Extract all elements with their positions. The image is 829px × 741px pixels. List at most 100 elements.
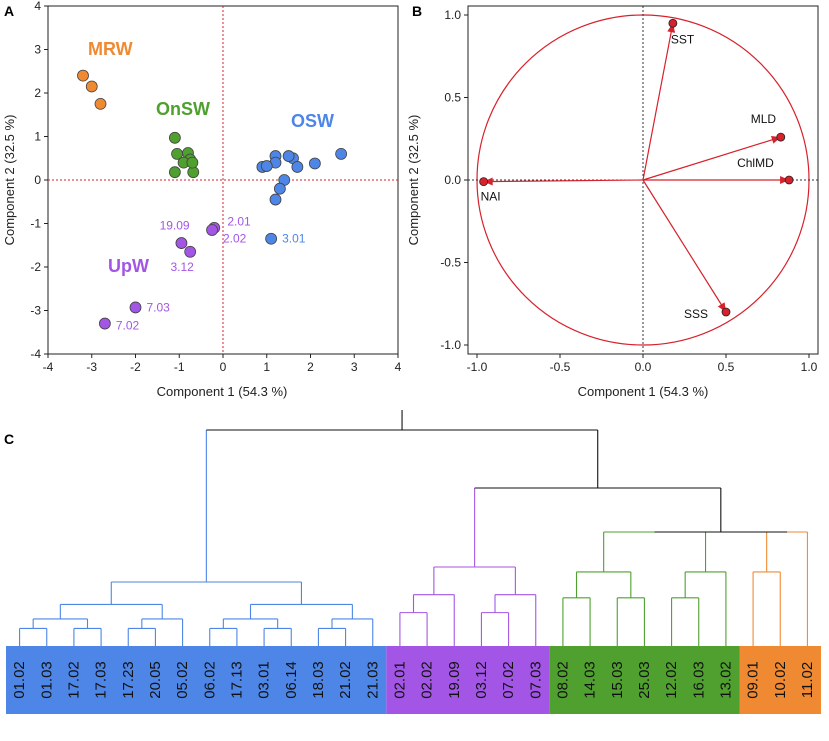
- arrowhead-chlmd: [780, 176, 790, 184]
- panel-a-point-labels: 2.01 19.09 2.02 3.12 7.03 7.02 3.01: [116, 214, 306, 332]
- leaf-label: 17.02: [65, 661, 82, 699]
- point-label: 7.03: [146, 300, 170, 314]
- point-label: 3.12: [171, 260, 195, 274]
- y-tick-label: 1: [34, 130, 41, 144]
- point-label: 3.01: [282, 232, 306, 246]
- leaf-label: 07.02: [500, 661, 517, 699]
- cluster-box-osw: [6, 646, 387, 714]
- panel-a-points: [77, 69, 348, 330]
- loading-vector-sst: [642, 23, 674, 181]
- panel-a-ylabel: Component 2 (32.5 %): [2, 115, 17, 246]
- data-point-upw: [98, 317, 111, 330]
- y-tick-label: 1.0: [444, 8, 461, 22]
- panel-b-vectors: SST MLD ChlMD NAI SSS: [479, 18, 794, 321]
- panel-a-label: A: [4, 3, 14, 19]
- y-tick-label: -4: [30, 347, 41, 361]
- leaf-label: 06.02: [201, 661, 218, 699]
- leaf-label: 01.02: [11, 661, 28, 699]
- panel-c-label: C: [4, 431, 14, 447]
- leaf-label: 17.13: [228, 661, 245, 699]
- leaf-label: 12.02: [663, 661, 680, 699]
- y-tick-label: -2: [30, 260, 41, 274]
- data-point-onsw: [168, 166, 181, 179]
- y-tick-label: -1: [30, 217, 41, 231]
- x-tick-label: -4: [43, 360, 54, 374]
- data-point-osw: [335, 147, 348, 160]
- loading-point-sss: [721, 307, 731, 317]
- leaf-label: 21.02: [337, 661, 354, 699]
- data-point-osw: [273, 182, 286, 195]
- leaf-label: 06.14: [283, 661, 300, 699]
- x-tick-label: 1.0: [801, 360, 818, 374]
- y-tick-label: -0.5: [440, 256, 461, 270]
- data-point-osw: [265, 232, 278, 245]
- data-point-osw: [291, 161, 304, 173]
- group-label-osw: OSW: [291, 111, 334, 131]
- loading-vector-sss: [642, 179, 727, 313]
- leaf-label: 21.03: [364, 661, 381, 699]
- data-point-osw: [308, 157, 321, 170]
- panel-b-loadings: B -1.0 -0.5 0.0 0.5 1.0 1.0 0.5 0.0 -0.5 -1.0 SST…: [406, 3, 819, 399]
- x-tick-label: 4: [395, 360, 402, 374]
- panel-a-xlabel: Component 1 (54.3 %): [157, 384, 288, 399]
- y-tick-label: 2: [34, 86, 41, 100]
- data-point-mrw: [77, 69, 89, 82]
- variable-label-nai: NAI: [481, 190, 501, 204]
- y-tick-label: -1.0: [440, 338, 461, 352]
- point-label: 2.02: [223, 232, 247, 246]
- cluster-box-mrw: [739, 646, 821, 714]
- leaf-label: 15.03: [609, 661, 626, 699]
- group-label-mrw: MRW: [88, 39, 133, 59]
- panel-a-ticks: -4 -3 -2 -1 0 1 2 3 4 4 3 2 1 0 -1 -2 -3 -4: [30, 0, 401, 374]
- dendrogram-leaf-boxes: [6, 646, 821, 714]
- loading-vector-mld: [642, 136, 781, 181]
- leaf-label: 08.02: [554, 661, 571, 699]
- y-tick-label: 0.5: [444, 91, 461, 105]
- data-point-onsw: [186, 156, 199, 169]
- leaf-label: 02.01: [391, 661, 408, 699]
- leaf-label: 25.03: [636, 661, 653, 699]
- leaf-label: 17.23: [120, 661, 137, 699]
- panel-b-xlabel: Component 1 (54.3 %): [578, 384, 709, 399]
- y-tick-label: 4: [34, 0, 41, 13]
- leaf-label: 05.02: [174, 661, 191, 699]
- x-tick-label: -1.0: [467, 360, 488, 374]
- leaf-label: 07.03: [527, 661, 544, 699]
- leaf-label: 18.03: [310, 661, 327, 699]
- dendrogram-leaf-labels: 01.02 01.03 17.02 17.03 17.23 20.05 05.02 06.02…: [11, 661, 816, 699]
- panel-c-dendrogram: C 01.02 01.03 17.02 17.03 17.23 20.05 05.02 06.…: [4, 410, 821, 714]
- data-point-upw: [129, 301, 142, 314]
- point-label: 19.09: [160, 219, 190, 233]
- x-tick-label: -0.5: [550, 360, 571, 374]
- leaf-label: 16.03: [690, 661, 707, 699]
- data-point-osw: [269, 193, 282, 206]
- arrowhead-nai: [483, 177, 493, 186]
- y-tick-label: 0: [34, 173, 41, 187]
- data-point-upw: [206, 224, 218, 236]
- data-point-mrw: [85, 80, 98, 93]
- leaf-label: 20.05: [147, 661, 164, 699]
- y-tick-label: -3: [30, 304, 41, 318]
- loading-point-mld: [776, 132, 786, 142]
- loading-point-nai: [479, 177, 489, 187]
- leaf-label: 03.01: [256, 661, 273, 699]
- panel-b-ylabel: Component 2 (32.5 %): [406, 115, 421, 246]
- group-label-upw: UpW: [108, 256, 149, 276]
- leaf-label: 13.02: [717, 661, 734, 699]
- data-point-mrw: [94, 97, 107, 110]
- dendrogram-tree: [19, 410, 808, 646]
- point-label: 7.02: [116, 319, 140, 333]
- leaf-label: 02.02: [419, 661, 436, 699]
- cluster-box-upw: [386, 646, 550, 714]
- y-tick-label: 3: [34, 43, 41, 57]
- leaf-label: 17.03: [93, 661, 110, 699]
- data-point-osw: [282, 150, 295, 162]
- x-tick-label: 0.5: [718, 360, 735, 374]
- data-point-onsw: [168, 131, 181, 144]
- leaf-label: 09.01: [745, 661, 762, 699]
- x-tick-label: 1: [263, 360, 270, 374]
- y-tick-label: 0.0: [444, 173, 461, 187]
- loading-point-chlmd: [784, 175, 794, 185]
- data-point-osw: [260, 160, 273, 172]
- panel-b-ticks: -1.0 -0.5 0.0 0.5 1.0 1.0 0.5 0.0 -0.5 -1.0: [440, 8, 817, 374]
